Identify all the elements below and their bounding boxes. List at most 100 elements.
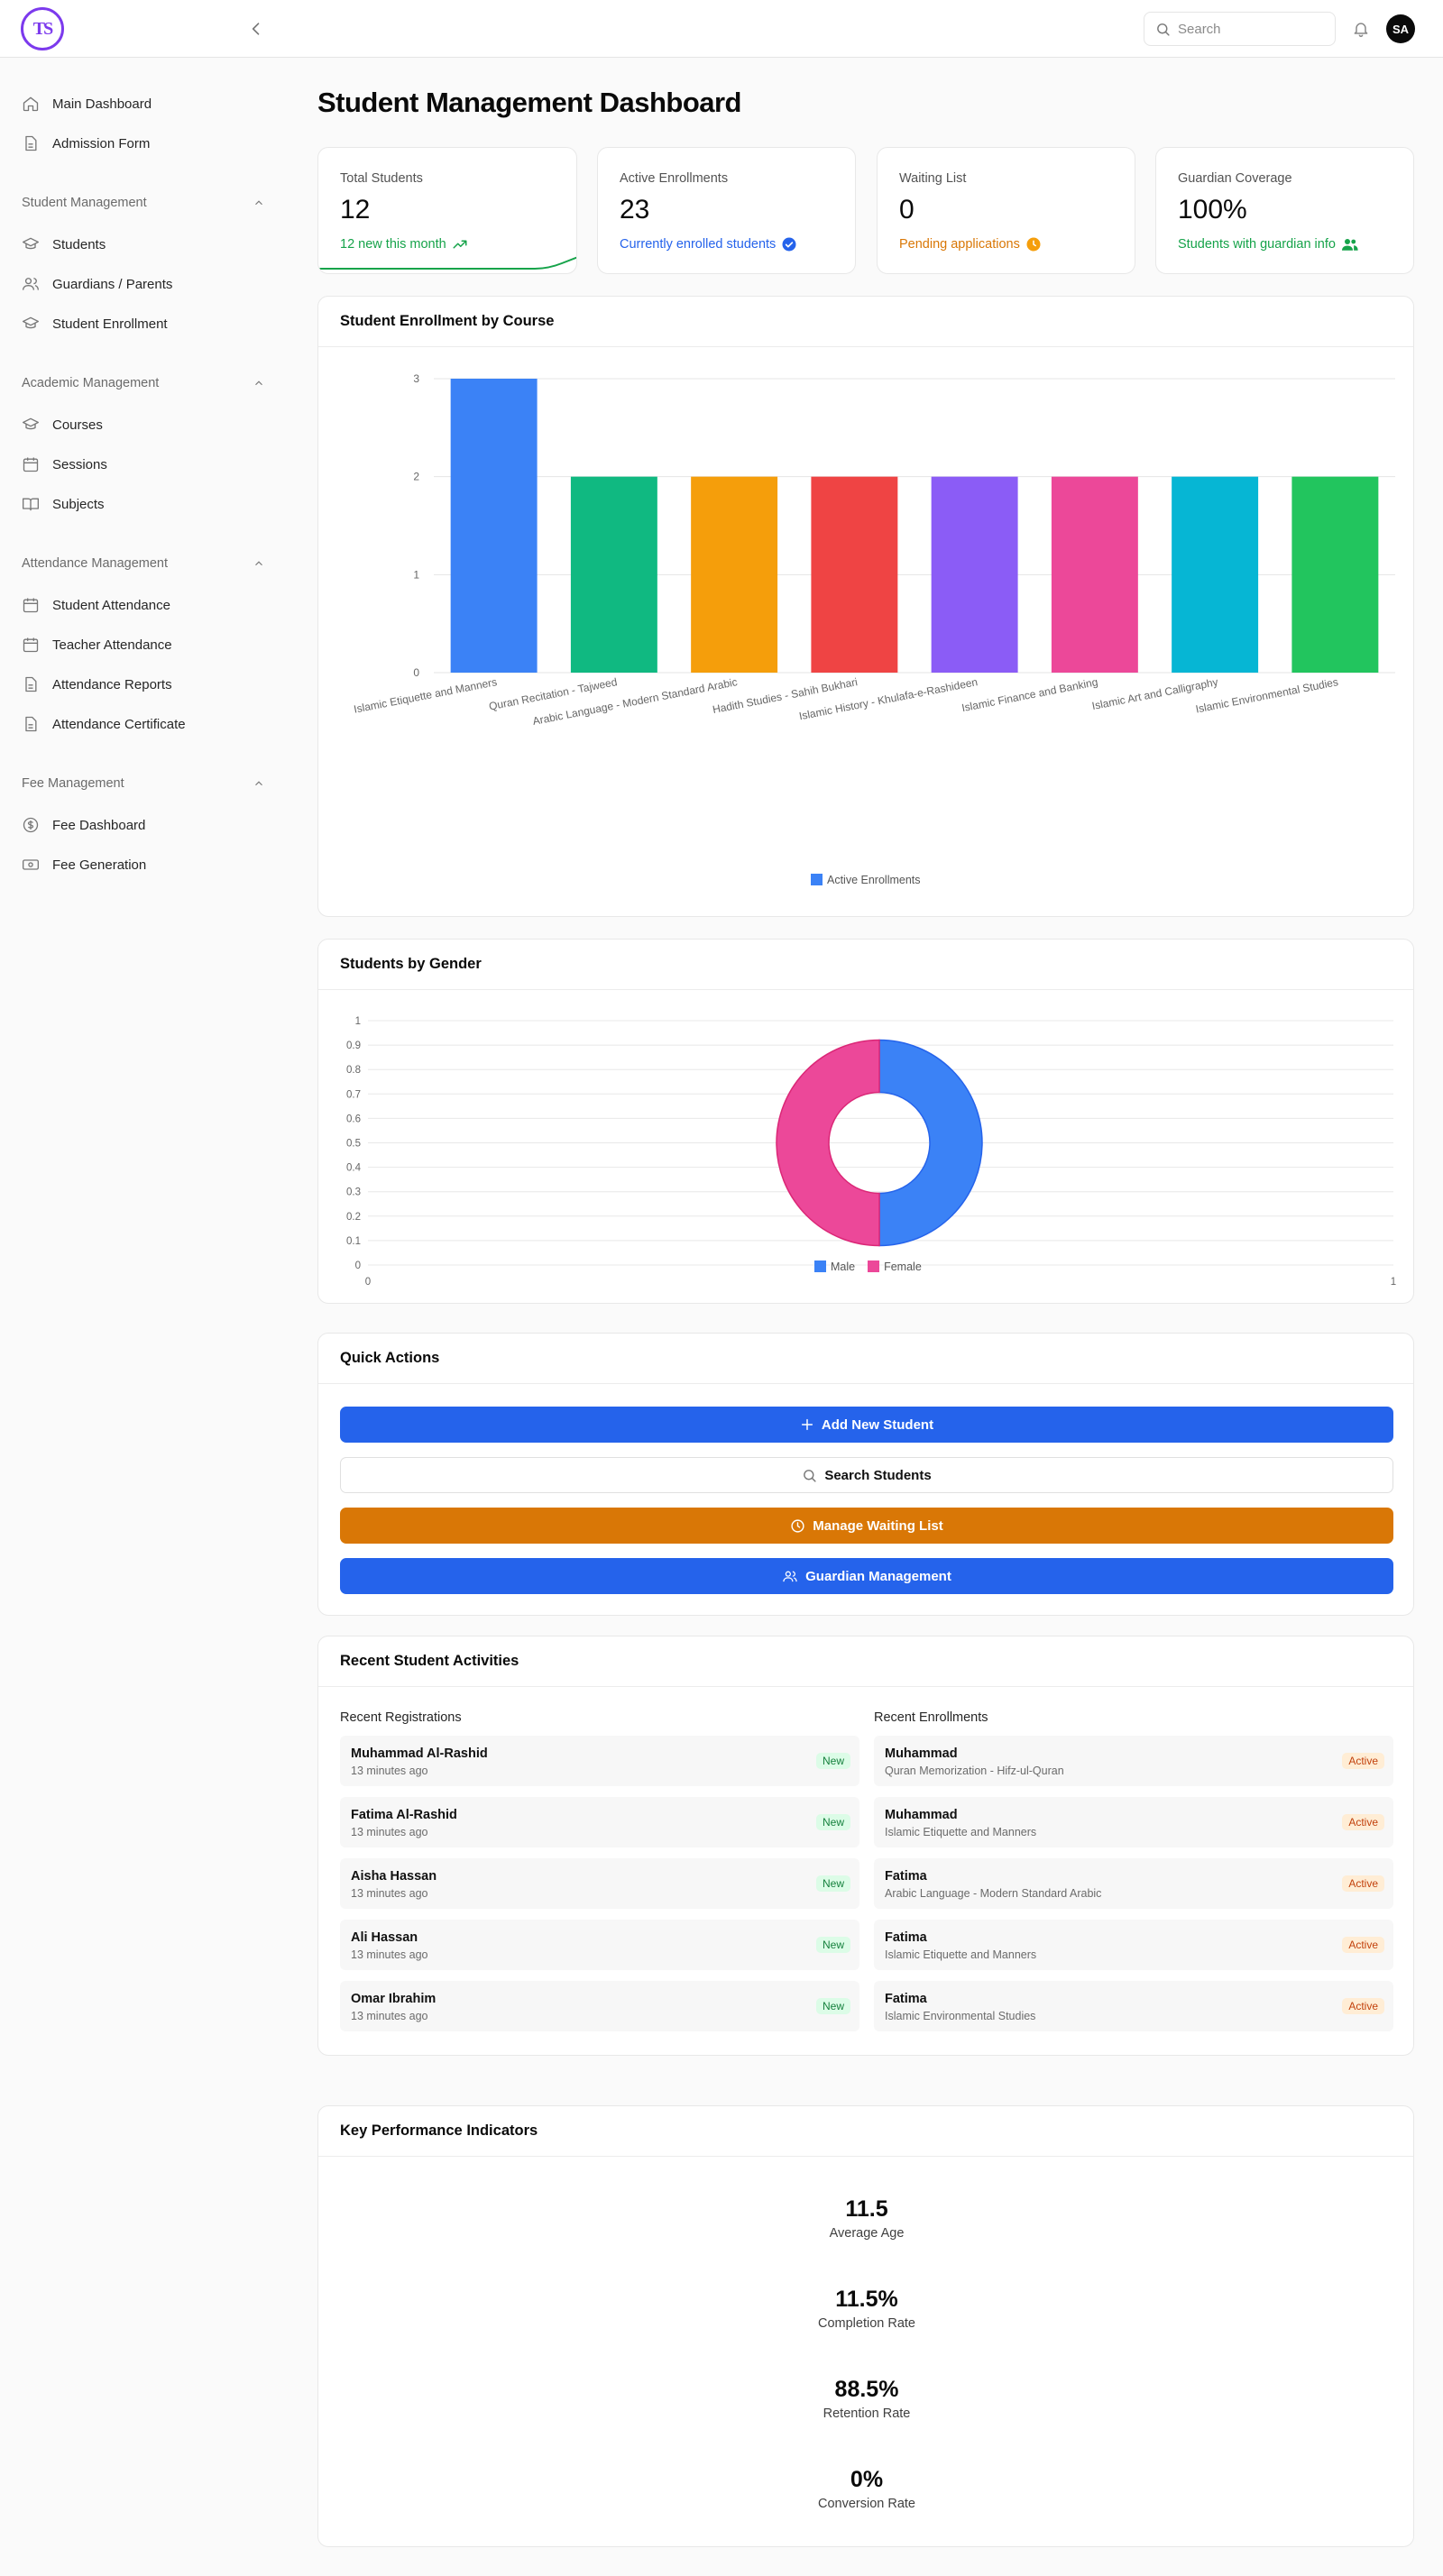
card-header: Quick Actions xyxy=(318,1334,1413,1384)
enrollment-student: Muhammad xyxy=(885,1808,958,1822)
document-icon xyxy=(25,676,37,692)
sidebar-item-students[interactable]: Students xyxy=(22,228,265,261)
sidebar-item-label: Student Attendance xyxy=(52,597,170,613)
enrollment-row[interactable]: Fatima Islamic Environmental Studies Activ… xyxy=(874,1981,1393,2031)
sidebar-item-teacher-attendance[interactable]: Teacher Attendance xyxy=(22,628,265,661)
sidebar-group-title: Attendance Management xyxy=(22,556,169,571)
sidebar: Main Dashboard Admission Form Student Ma… xyxy=(0,58,287,905)
y-tick-label: 0.6 xyxy=(346,1114,361,1124)
kpi-label: Average Age xyxy=(829,2226,905,2241)
sidebar-group-title: Student Management xyxy=(22,196,147,210)
registration-time: 13 minutes ago xyxy=(351,1948,428,1961)
banknote-icon xyxy=(23,859,39,870)
registration-row[interactable]: Fatima Al-Rashid 13 minutes ago New xyxy=(340,1797,859,1847)
sidebar-item-student-enrollment[interactable]: Student Enrollment xyxy=(22,307,265,340)
sidebar-item-subjects[interactable]: Subjects xyxy=(22,488,265,520)
status-badge: Active xyxy=(1342,1998,1384,2014)
trend-sparkline xyxy=(318,256,576,270)
donut-slice xyxy=(776,1039,880,1247)
sidebar-group-academic-management[interactable]: Academic Management xyxy=(22,376,265,390)
chevron-up-icon xyxy=(255,200,262,206)
registration-row[interactable]: Aisha Hassan 13 minutes ago New xyxy=(340,1858,859,1909)
search-box[interactable] xyxy=(1144,12,1336,46)
search-students-button[interactable]: Search Students xyxy=(340,1457,1393,1493)
sidebar-item-label: Admission Form xyxy=(52,135,151,151)
bar xyxy=(931,476,1018,673)
sidebar-item-guardians[interactable]: Guardians / Parents xyxy=(22,268,265,300)
kpi-label: Conversion Rate xyxy=(818,2497,915,2511)
sidebar-item-fee-generation[interactable]: Fee Generation xyxy=(22,848,265,881)
chevron-left-icon xyxy=(252,23,260,35)
enrollment-row[interactable]: Muhammad Quran Memorization - Hifz-ul-Qur… xyxy=(874,1736,1393,1786)
x-tick-label: Islamic Finance and Banking xyxy=(960,675,1098,714)
y-tick-label: 0.4 xyxy=(346,1163,362,1174)
kpi-card: Key Performance Indicators 11.5 Average A… xyxy=(317,2105,1414,2547)
x-tick-label: 0 xyxy=(365,1277,371,1288)
clock-icon xyxy=(1026,237,1041,252)
registration-row[interactable]: Ali Hassan 13 minutes ago New xyxy=(340,1920,859,1970)
status-badge: New xyxy=(815,1753,850,1769)
sidebar-group-fee-management[interactable]: Fee Management xyxy=(22,776,265,791)
sidebar-item-admission-form[interactable]: Admission Form xyxy=(22,127,265,160)
stat-label: Guardian Coverage xyxy=(1178,171,1292,186)
sidebar-item-label: Guardians / Parents xyxy=(52,276,173,292)
legend-item-active-enrollments[interactable]: Active Enrollments xyxy=(811,874,921,886)
legend-item-male[interactable]: Male xyxy=(814,1260,855,1273)
sidebar-item-fee-dashboard[interactable]: Fee Dashboard xyxy=(22,809,265,841)
notifications-button[interactable] xyxy=(1350,18,1372,40)
chevron-up-icon xyxy=(255,781,262,786)
bar xyxy=(570,476,657,673)
user-avatar[interactable]: SA xyxy=(1386,14,1415,43)
sidebar-item-courses[interactable]: Courses xyxy=(22,408,265,441)
donut-slice xyxy=(878,1039,983,1247)
calendar-icon xyxy=(23,457,39,472)
bar xyxy=(1291,476,1379,673)
sidebar-group-attendance-management[interactable]: Attendance Management xyxy=(22,556,265,571)
y-tick-label: 1 xyxy=(355,1016,361,1027)
status-badge: Active xyxy=(1342,1814,1384,1830)
enrollment-row[interactable]: Fatima Islamic Etiquette and Manners Activ… xyxy=(874,1920,1393,1970)
registration-row[interactable]: Muhammad Al-Rashid 13 minutes ago New xyxy=(340,1736,859,1786)
sidebar-group-student-management[interactable]: Student Management xyxy=(22,196,265,210)
enrollment-row[interactable]: Fatima Arabic Language - Modern Standard … xyxy=(874,1858,1393,1909)
sidebar-item-label: Fee Dashboard xyxy=(52,817,146,833)
status-badge: New xyxy=(815,1814,850,1830)
plus-icon xyxy=(801,1418,813,1431)
sidebar-item-sessions[interactable]: Sessions xyxy=(22,448,265,481)
kpi-label: Completion Rate xyxy=(818,2316,915,2331)
bar xyxy=(811,476,898,673)
bar xyxy=(691,476,778,673)
y-tick-label: 0 xyxy=(413,666,419,679)
status-badge: New xyxy=(815,1998,850,2014)
registration-name: Fatima Al-Rashid xyxy=(351,1808,457,1822)
kpi-value: 11.5% xyxy=(835,2287,898,2312)
sidebar-item-main-dashboard[interactable]: Main Dashboard xyxy=(22,87,265,120)
guardian-management-button[interactable]: Guardian Management xyxy=(340,1558,1393,1594)
manage-waiting-list-button[interactable]: Manage Waiting List xyxy=(340,1508,1393,1544)
search-icon xyxy=(804,1469,816,1482)
sidebar-item-student-attendance[interactable]: Student Attendance xyxy=(22,589,265,621)
registration-time: 13 minutes ago xyxy=(351,1826,428,1838)
search-input[interactable] xyxy=(1178,21,1313,37)
registration-time: 13 minutes ago xyxy=(351,1765,428,1777)
add-new-student-button[interactable]: Add New Student xyxy=(340,1407,1393,1443)
sidebar-item-attendance-certificate[interactable]: Attendance Certificate xyxy=(22,708,265,740)
enrollment-row[interactable]: Muhammad Islamic Etiquette and Manners Act… xyxy=(874,1797,1393,1847)
kpi-average-age: 11.5 Average Age xyxy=(318,2196,1413,2241)
legend-swatch xyxy=(868,1260,880,1272)
legend-swatch xyxy=(814,1260,826,1272)
registration-row[interactable]: Omar Ibrahim 13 minutes ago New xyxy=(340,1981,859,2031)
recent-activities-card: Recent Student Activities Recent Registr… xyxy=(317,1636,1414,2056)
page-title: Student Management Dashboard xyxy=(317,87,742,118)
y-tick-label: 0.9 xyxy=(346,1040,361,1051)
legend-item-female[interactable]: Female xyxy=(868,1260,922,1273)
sidebar-item-label: Student Enrollment xyxy=(52,316,168,332)
app-logo[interactable]: TS xyxy=(21,7,64,50)
sidebar-item-attendance-reports[interactable]: Attendance Reports xyxy=(22,668,265,701)
sidebar-group-title: Fee Management xyxy=(22,776,124,791)
registration-name: Muhammad Al-Rashid xyxy=(351,1746,488,1761)
button-label: Manage Waiting List xyxy=(813,1517,943,1534)
sidebar-collapse-button[interactable] xyxy=(245,18,267,40)
y-tick-label: 0.5 xyxy=(346,1139,361,1150)
